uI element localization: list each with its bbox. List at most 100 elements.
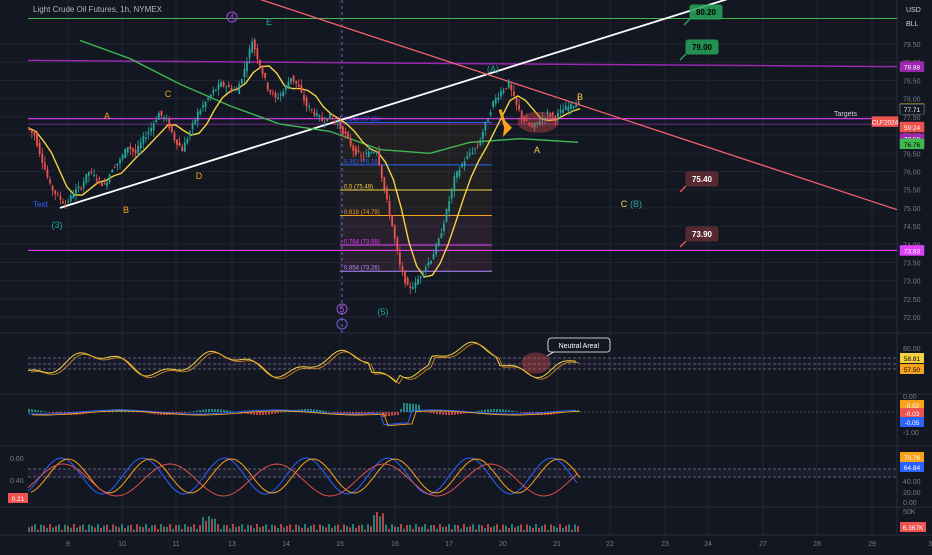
fib-level-label: 0.5 (75.49) — [344, 185, 373, 191]
x-tick-label: 21 — [553, 541, 561, 548]
price-tag-label: 73.83 — [904, 248, 921, 255]
volume-bar — [187, 526, 189, 532]
candle-body — [456, 171, 458, 178]
candle-body — [36, 134, 38, 146]
volume-bar — [418, 526, 420, 532]
volume-bar — [91, 525, 93, 532]
macd-histogram-bar — [115, 409, 117, 412]
stoch-r-line — [27, 463, 578, 497]
macd-histogram-bar — [331, 412, 333, 413]
candle-body — [507, 81, 510, 88]
candle-body — [121, 154, 124, 160]
macd-histogram-bar — [190, 411, 192, 413]
macd-histogram-bar — [418, 404, 420, 412]
stoch-tick: 0.00 — [903, 500, 917, 507]
macd-histogram-bar — [232, 411, 234, 412]
volume-bar — [277, 528, 279, 532]
candle-body — [300, 85, 303, 93]
candle-body — [233, 90, 235, 91]
candle-body — [575, 104, 578, 108]
stoch-left-tick: 0.40 — [10, 478, 24, 485]
stoch-left-tag-box — [8, 493, 28, 503]
target-tag-pointer — [683, 18, 691, 26]
volume-bar — [64, 524, 66, 532]
candle-body — [103, 183, 106, 185]
volume-bar — [127, 525, 129, 532]
candle-body — [445, 209, 448, 222]
candle-body — [518, 104, 520, 110]
macd-tag-box — [900, 400, 924, 410]
volume-bar — [535, 524, 537, 532]
macd-histogram-bar — [538, 412, 540, 415]
candle-body — [520, 110, 523, 118]
candle-body — [549, 113, 552, 116]
candle-body — [422, 272, 425, 274]
macd-histogram-bar — [268, 412, 270, 415]
macd-histogram-bar — [493, 409, 495, 412]
y-tick-label: 73.00 — [903, 279, 921, 286]
volume-bar — [256, 524, 258, 532]
candle-body — [287, 81, 290, 89]
macd-histogram-bar — [214, 409, 216, 412]
white-trendline — [59, 0, 728, 209]
volume-bar — [526, 524, 528, 532]
macd-histogram-bar — [523, 412, 525, 413]
candle-body — [505, 88, 508, 90]
rsi-tag-label: 57.50 — [904, 367, 921, 374]
candle-body — [264, 73, 267, 79]
volume-bar — [367, 524, 369, 532]
candle-body — [212, 90, 215, 94]
wave-label: A — [534, 145, 540, 155]
candle-body — [383, 177, 386, 190]
text-note: Text — [33, 200, 48, 209]
candle-body — [139, 142, 142, 149]
volume-bar — [121, 524, 123, 532]
candle-body — [168, 118, 171, 129]
macd-histogram-bar — [451, 412, 453, 415]
candle-body — [430, 260, 432, 264]
volume-bar — [472, 524, 474, 532]
candle-body — [463, 161, 466, 167]
candle-body — [450, 188, 453, 199]
volume-bar — [325, 527, 327, 532]
candle-body — [409, 286, 412, 288]
volume-bar — [298, 525, 300, 532]
volume-bar — [184, 524, 186, 532]
volume-bar — [253, 528, 255, 532]
candle-body — [142, 136, 145, 144]
volume-bar — [181, 528, 183, 532]
volume-bar — [379, 516, 381, 532]
candle-body — [424, 267, 427, 272]
y-tick-label: 72.50 — [903, 297, 921, 304]
volume-bar — [499, 529, 501, 532]
macd-histogram-bar — [415, 404, 417, 412]
volume-bar — [154, 524, 156, 532]
rsi-tag-box — [900, 364, 924, 374]
wave-label: (5) — [378, 307, 389, 317]
macd-histogram-bar — [394, 412, 396, 416]
candle-body — [323, 121, 326, 123]
macd-histogram-bar — [274, 412, 276, 414]
macd-histogram-bar — [436, 412, 438, 415]
macd-histogram-bar — [475, 411, 477, 412]
macd-histogram-bar — [316, 409, 318, 412]
candle-body — [157, 113, 160, 120]
candle-body — [246, 62, 248, 72]
candle-body — [411, 287, 414, 289]
volume-bar — [424, 524, 426, 532]
volume-bar — [139, 526, 141, 532]
volume-bar — [346, 526, 348, 532]
volume-bar — [340, 529, 342, 532]
x-tick-label: 24 — [704, 541, 712, 548]
candle-body — [181, 146, 184, 152]
volume-bar — [478, 524, 480, 532]
macd-histogram-bar — [454, 412, 456, 415]
macd-histogram-bar — [253, 412, 255, 415]
macd-histogram-bar — [67, 412, 69, 415]
volume-bar — [490, 527, 492, 532]
candle-body — [248, 48, 251, 58]
candle-body — [476, 146, 479, 147]
